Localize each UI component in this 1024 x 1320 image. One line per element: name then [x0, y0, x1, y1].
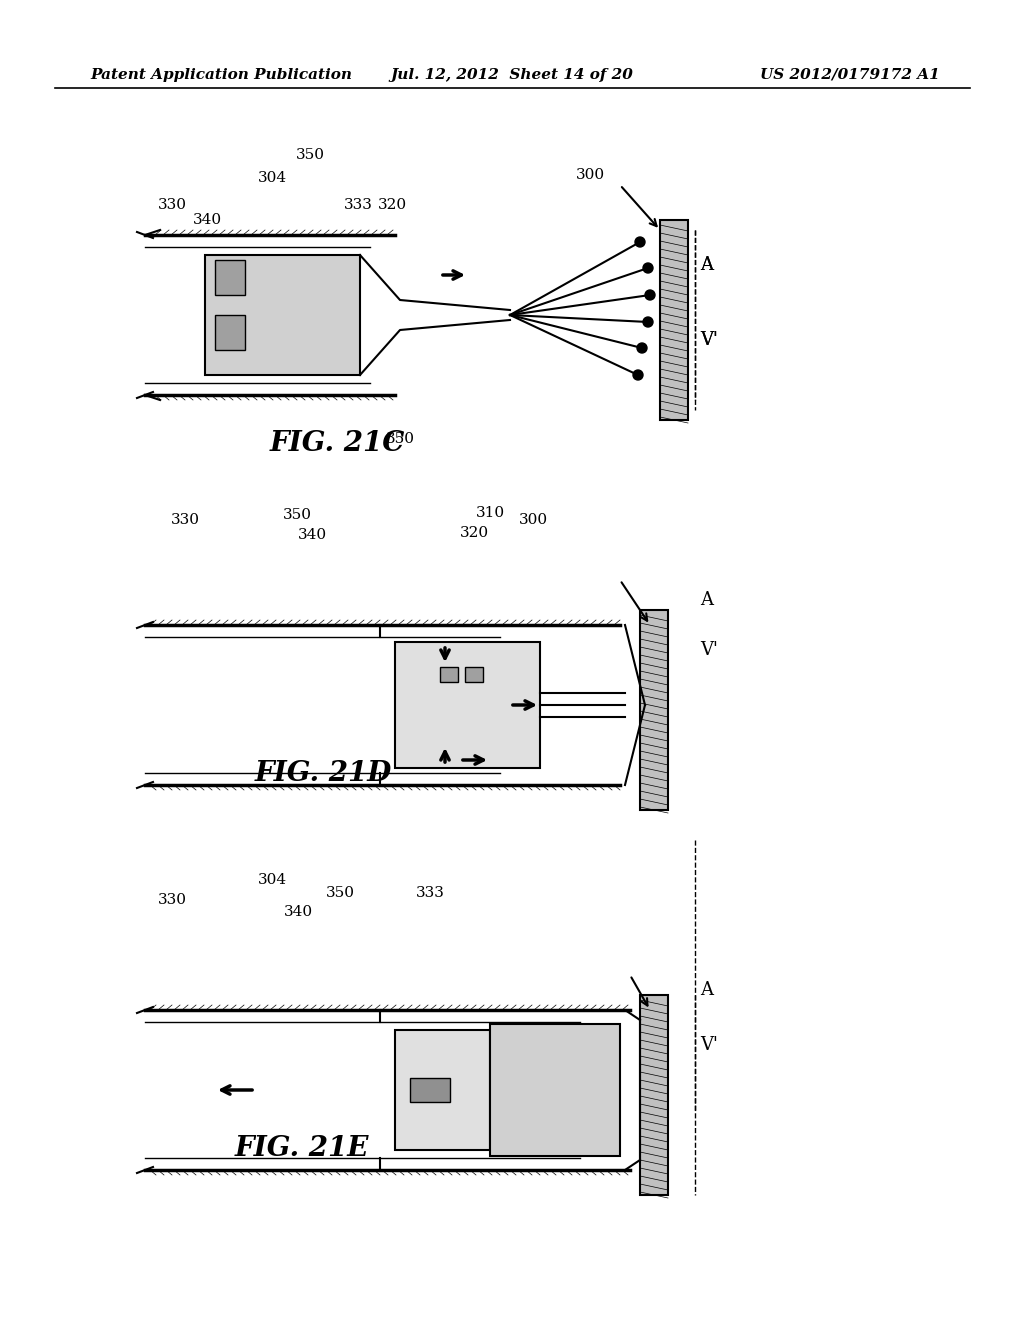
Bar — [660, 220, 688, 420]
Text: 340: 340 — [284, 906, 312, 919]
Bar — [205, 255, 360, 375]
Bar — [410, 1078, 450, 1102]
Text: 300: 300 — [518, 513, 548, 527]
Text: 350: 350 — [385, 432, 415, 446]
Circle shape — [633, 370, 643, 380]
Text: 350: 350 — [326, 886, 354, 900]
Bar — [215, 315, 245, 350]
Text: 350: 350 — [296, 148, 325, 162]
Text: 333: 333 — [344, 198, 373, 213]
Text: 340: 340 — [193, 213, 221, 227]
Circle shape — [643, 263, 653, 273]
Bar — [640, 610, 668, 810]
Text: 333: 333 — [416, 886, 444, 900]
Bar — [465, 667, 483, 682]
Text: V': V' — [700, 331, 718, 348]
Text: 304: 304 — [257, 172, 287, 185]
Bar — [215, 260, 245, 294]
Text: US 2012/0179172 A1: US 2012/0179172 A1 — [760, 69, 940, 82]
Text: 350: 350 — [283, 508, 311, 521]
Bar — [395, 1030, 490, 1150]
Text: FIG. 21C: FIG. 21C — [270, 430, 406, 457]
Bar — [395, 642, 540, 768]
Text: A: A — [700, 591, 713, 609]
Text: V': V' — [700, 331, 718, 348]
Text: 340: 340 — [297, 528, 327, 543]
Text: V': V' — [700, 1036, 718, 1053]
Text: 330: 330 — [158, 198, 186, 213]
Text: 304: 304 — [257, 873, 287, 887]
Text: A: A — [700, 256, 713, 275]
Text: 320: 320 — [378, 198, 407, 213]
Text: V': V' — [700, 642, 718, 659]
Text: 320: 320 — [460, 525, 488, 540]
Text: 310: 310 — [475, 506, 505, 520]
Text: 300: 300 — [575, 168, 604, 182]
Text: A: A — [700, 256, 713, 275]
Text: FIG. 21E: FIG. 21E — [234, 1135, 370, 1162]
Text: 330: 330 — [171, 513, 200, 527]
Text: Jul. 12, 2012  Sheet 14 of 20: Jul. 12, 2012 Sheet 14 of 20 — [390, 69, 634, 82]
Text: 330: 330 — [158, 894, 186, 907]
Text: Patent Application Publication: Patent Application Publication — [90, 69, 352, 82]
Circle shape — [645, 290, 655, 300]
Circle shape — [637, 343, 647, 352]
Bar — [490, 1024, 620, 1156]
Text: FIG. 21D: FIG. 21D — [255, 760, 392, 787]
Circle shape — [643, 317, 653, 327]
Bar — [440, 667, 458, 682]
Bar — [640, 995, 668, 1195]
Text: A: A — [700, 981, 713, 999]
Circle shape — [635, 238, 645, 247]
